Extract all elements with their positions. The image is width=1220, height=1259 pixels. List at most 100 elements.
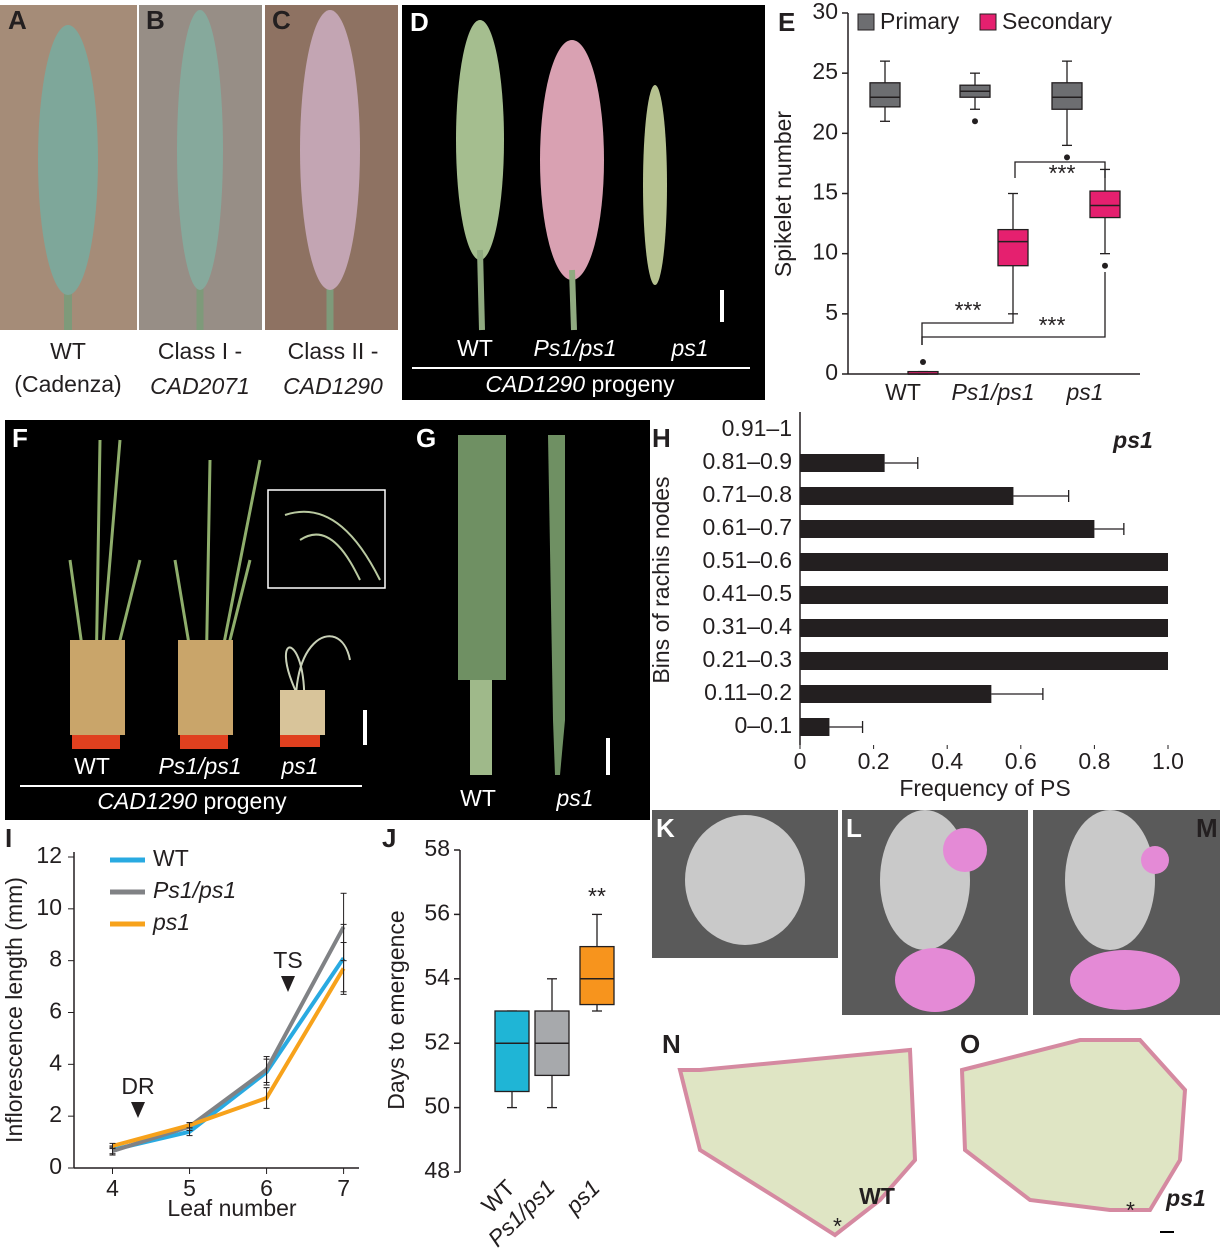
annotation: DR bbox=[121, 1073, 154, 1099]
bar bbox=[800, 553, 1168, 571]
pot bbox=[180, 735, 228, 749]
y-tick-label: 20 bbox=[812, 118, 838, 144]
spike bbox=[177, 10, 223, 290]
box bbox=[1051, 82, 1083, 110]
x-tick-label: WT bbox=[885, 379, 921, 405]
panel-letter: F bbox=[12, 423, 28, 453]
genotype-label: ps1 bbox=[280, 753, 318, 779]
y-axis-label: Days to emergence bbox=[383, 910, 409, 1109]
x-tick-label: 4 bbox=[106, 1175, 119, 1201]
annotation: *** bbox=[1039, 312, 1066, 338]
stem bbox=[569, 269, 577, 331]
x-axis-label: Frequency of PS bbox=[899, 775, 1070, 801]
genotype-label: WT bbox=[74, 753, 110, 779]
outlier bbox=[1064, 154, 1070, 161]
box bbox=[579, 945, 615, 1006]
x-tick-label: ps1 bbox=[560, 1174, 605, 1219]
x-tick-label: 1.0 bbox=[1152, 748, 1184, 774]
bar bbox=[800, 685, 992, 703]
outlier bbox=[972, 118, 978, 125]
annotation: ** bbox=[588, 883, 606, 909]
caption: Class I - bbox=[158, 338, 242, 364]
box bbox=[1089, 190, 1121, 219]
y-tick-label: 4 bbox=[49, 1049, 62, 1075]
stem bbox=[548, 435, 565, 775]
panel-letter: N bbox=[662, 1029, 681, 1059]
annotation: *** bbox=[1049, 160, 1076, 186]
progeny-label: CAD1290 progeny bbox=[97, 788, 287, 814]
arrowhead bbox=[281, 976, 295, 992]
bar bbox=[800, 619, 1168, 637]
x-tick-label: 5 bbox=[183, 1175, 196, 1201]
y-tick-label: 15 bbox=[812, 179, 838, 205]
legend-swatch bbox=[979, 13, 997, 31]
genotype-label: ps1 bbox=[555, 785, 593, 811]
x-axis-label: Leaf number bbox=[167, 1195, 296, 1221]
stem bbox=[470, 680, 492, 775]
y-tick-label: 2 bbox=[49, 1101, 62, 1127]
caption: WT bbox=[50, 338, 86, 364]
box bbox=[997, 228, 1029, 267]
panel-letter: M bbox=[1196, 813, 1218, 843]
y-tick-label: 0.81–0.9 bbox=[702, 448, 792, 474]
pot bbox=[72, 735, 120, 749]
roots bbox=[178, 640, 233, 735]
spike bbox=[456, 20, 504, 260]
genotype-label: Ps1/ps1 bbox=[533, 335, 616, 361]
bar bbox=[800, 487, 1014, 505]
y-tick-label: 30 bbox=[812, 0, 838, 24]
bar bbox=[800, 586, 1168, 604]
panel-letter: G bbox=[416, 423, 436, 453]
genotype-label: ps1 bbox=[1165, 1185, 1206, 1211]
spike bbox=[643, 85, 667, 285]
y-tick-label: 52 bbox=[424, 1028, 450, 1054]
caption: CAD1290 bbox=[283, 373, 383, 399]
x-tick-label: ps1 bbox=[1065, 379, 1103, 405]
ps-highlight bbox=[1141, 846, 1169, 874]
x-tick-label: 0.6 bbox=[1005, 748, 1037, 774]
spike bbox=[38, 25, 98, 295]
y-tick-label: 56 bbox=[424, 899, 450, 925]
x-tick-label: Ps1/ps1 bbox=[951, 379, 1034, 405]
y-tick-label: 58 bbox=[424, 835, 450, 861]
panel-letter: D bbox=[410, 7, 429, 37]
panel-letter: K bbox=[656, 813, 675, 843]
legend-swatch bbox=[857, 13, 875, 31]
meristem bbox=[685, 815, 805, 945]
x-tick-label: 6 bbox=[260, 1175, 273, 1201]
genotype-label: WT bbox=[457, 335, 493, 361]
y-tick-label: 0.31–0.4 bbox=[702, 613, 792, 639]
x-tick-label: 0.8 bbox=[1078, 748, 1110, 774]
y-tick-label: 0 bbox=[49, 1153, 62, 1179]
line bbox=[111, 967, 346, 1148]
panel-letter: H bbox=[652, 423, 671, 453]
annotation: *** bbox=[955, 297, 982, 323]
genotype-label: ps1 bbox=[670, 335, 708, 361]
ps-highlight bbox=[895, 948, 975, 1012]
spike bbox=[540, 40, 604, 280]
legend-label: Primary bbox=[880, 8, 960, 34]
y-tick-label: 10 bbox=[812, 239, 838, 265]
y-tick-label: 0–0.1 bbox=[734, 712, 792, 738]
caption: CAD2071 bbox=[150, 373, 250, 399]
panel-letter: L bbox=[846, 813, 862, 843]
genotype-label: WT bbox=[460, 785, 496, 811]
bar bbox=[800, 520, 1095, 538]
ps-highlight bbox=[943, 828, 987, 872]
y-tick-label: 50 bbox=[424, 1093, 450, 1119]
y-tick-label: 5 bbox=[825, 299, 838, 325]
x-tick-label: 7 bbox=[337, 1175, 350, 1201]
y-tick-label: 0.51–0.6 bbox=[702, 547, 792, 573]
y-axis-label: Spikelet number bbox=[770, 111, 796, 278]
legend-label: Secondary bbox=[1002, 8, 1112, 34]
y-tick-label: 6 bbox=[49, 998, 62, 1024]
y-tick-label: 48 bbox=[424, 1157, 450, 1183]
outlier bbox=[920, 358, 926, 365]
box bbox=[869, 82, 901, 108]
bar bbox=[800, 718, 830, 736]
section bbox=[677, 1047, 918, 1238]
panel-letter: I bbox=[5, 823, 12, 853]
chart-title: ps1 bbox=[1112, 427, 1153, 453]
y-axis-label: Inflorescence length (mm) bbox=[1, 877, 27, 1143]
